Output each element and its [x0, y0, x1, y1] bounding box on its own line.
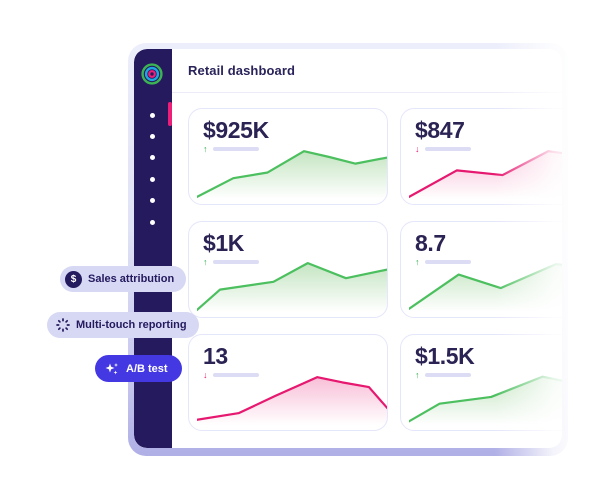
label-placeholder-bar: [212, 373, 259, 378]
ab-test-pill[interactable]: A/B test: [95, 355, 182, 382]
sidebar-nav-dot[interactable]: [150, 133, 155, 139]
sparkline-chart: [197, 373, 387, 425]
label-placeholder-bar: [424, 373, 471, 378]
trend-arrow-icon: ↑: [415, 369, 420, 380]
kpi-value: 13: [203, 343, 228, 369]
sidebar-nav-dot[interactable]: [150, 176, 155, 182]
kpi-value: $1K: [203, 230, 244, 256]
brand-rings-logo-icon: [141, 63, 163, 85]
sparkline-chart: [409, 373, 562, 425]
kpi-trend-row: ↓: [203, 370, 387, 380]
window-header: Retail dashboard: [172, 49, 562, 93]
sparkline-chart: [197, 147, 387, 199]
kpi-trend-row: ↑: [203, 144, 387, 154]
kpi-card[interactable]: 8.7 ↑: [400, 221, 562, 318]
sidebar-nav-dot[interactable]: [150, 112, 155, 118]
trend-arrow-icon: ↓: [203, 369, 208, 380]
dollar-circle-icon: $: [65, 270, 82, 288]
kpi-card-grid: $925K ↑ $847 ↓ $1K ↑ 8.7 ↑ 13 ↓: [172, 93, 562, 431]
sparkline-chart: [197, 260, 387, 312]
sidebar: [134, 49, 172, 448]
active-nav-indicator: [168, 102, 172, 126]
trend-arrow-icon: ↑: [415, 256, 420, 267]
sparkline-chart: [409, 260, 562, 312]
kpi-trend-row: ↑: [415, 370, 562, 380]
pill-label: Multi-touch reporting: [76, 319, 187, 331]
sparkle-icon: [104, 361, 120, 377]
sparkline-chart: [409, 147, 562, 199]
sidebar-nav-dot[interactable]: [150, 198, 155, 204]
kpi-value: 8.7: [415, 230, 446, 256]
label-placeholder-bar: [212, 260, 259, 265]
kpi-card[interactable]: $1K ↑: [188, 221, 388, 318]
kpi-card[interactable]: 13 ↓: [188, 334, 388, 431]
dashboard-window: Retail dashboard $925K ↑ $847 ↓ $1K ↑ 8.…: [134, 49, 562, 448]
burst-icon: [56, 318, 70, 332]
kpi-card[interactable]: $847 ↓: [400, 108, 562, 205]
kpi-value: $1.5K: [415, 343, 475, 369]
kpi-card[interactable]: $925K ↑: [188, 108, 388, 205]
trend-arrow-icon: ↓: [415, 143, 420, 154]
kpi-trend-row: ↑: [415, 257, 562, 267]
trend-arrow-icon: ↑: [203, 256, 208, 267]
label-placeholder-bar: [212, 147, 259, 152]
trend-arrow-icon: ↑: [203, 143, 208, 154]
sales-attribution-pill[interactable]: $ Sales attribution: [60, 266, 187, 292]
kpi-value: $847: [415, 117, 465, 143]
sidebar-nav-dot[interactable]: [150, 155, 155, 161]
page-title: Retail dashboard: [188, 63, 296, 78]
kpi-card[interactable]: $1.5K ↑: [400, 334, 562, 431]
multi-touch-reporting-pill[interactable]: Multi-touch reporting: [47, 312, 199, 338]
pill-label: A/B test: [126, 362, 168, 375]
pill-label: Sales attribution: [88, 273, 175, 285]
label-placeholder-bar: [424, 147, 471, 152]
label-placeholder-bar: [424, 260, 471, 265]
sidebar-nav-dot[interactable]: [150, 219, 155, 225]
kpi-trend-row: ↑: [203, 257, 387, 267]
kpi-trend-row: ↓: [415, 144, 562, 154]
main-content: Retail dashboard $925K ↑ $847 ↓ $1K ↑ 8.…: [172, 49, 562, 448]
kpi-value: $925K: [203, 117, 269, 143]
